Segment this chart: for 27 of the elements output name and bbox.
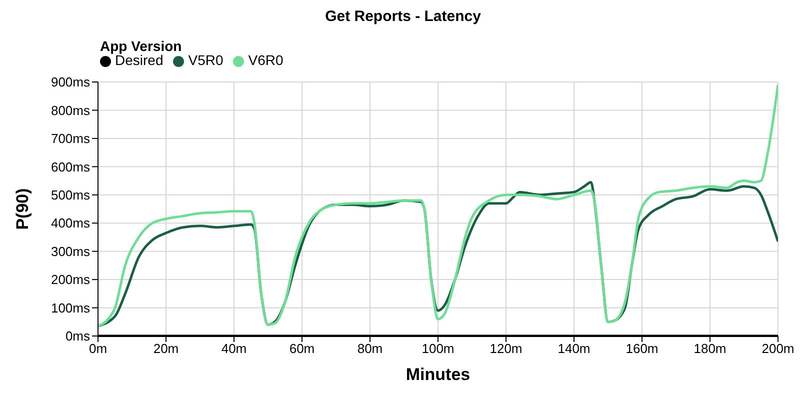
x-tick-label: 200m [762, 341, 794, 356]
y-tick-label: 0ms [65, 328, 90, 344]
x-tick-label: 60m [289, 341, 315, 356]
y-tick-label: 700ms [50, 131, 90, 146]
x-tick-label: 80m [357, 341, 383, 356]
y-tick-label: 800ms [50, 102, 90, 118]
y-tick-label: 500ms [50, 188, 90, 203]
chart-title: Get Reports - Latency [324, 8, 482, 27]
x-tick-label: 120m [490, 341, 522, 356]
x-tick-label: 180m [694, 341, 726, 356]
y-tick-label: 600ms [50, 159, 90, 174]
x-tick-label: 40m [221, 341, 247, 356]
x-tick-label: 0m [88, 341, 108, 356]
y-tick-label: 300ms [50, 244, 90, 259]
y-axis-title: P(90) [13, 188, 32, 230]
y-tick-label: 200ms [50, 272, 90, 288]
x-tick-label: 100m [422, 341, 454, 356]
x-tick-label: 160m [626, 341, 658, 356]
legend-label: V6R0 [248, 52, 284, 68]
x-axis-title: Minutes [406, 365, 470, 384]
legend-label: V5R0 [188, 52, 224, 68]
x-tick-label: 140m [558, 341, 590, 356]
legend-title: App Version [100, 38, 182, 54]
x-tick-label: 20m [153, 341, 179, 356]
y-tick-label: 400ms [50, 216, 90, 231]
y-tick-label: 900ms [50, 74, 90, 90]
y-tick-label: 100ms [50, 300, 90, 316]
